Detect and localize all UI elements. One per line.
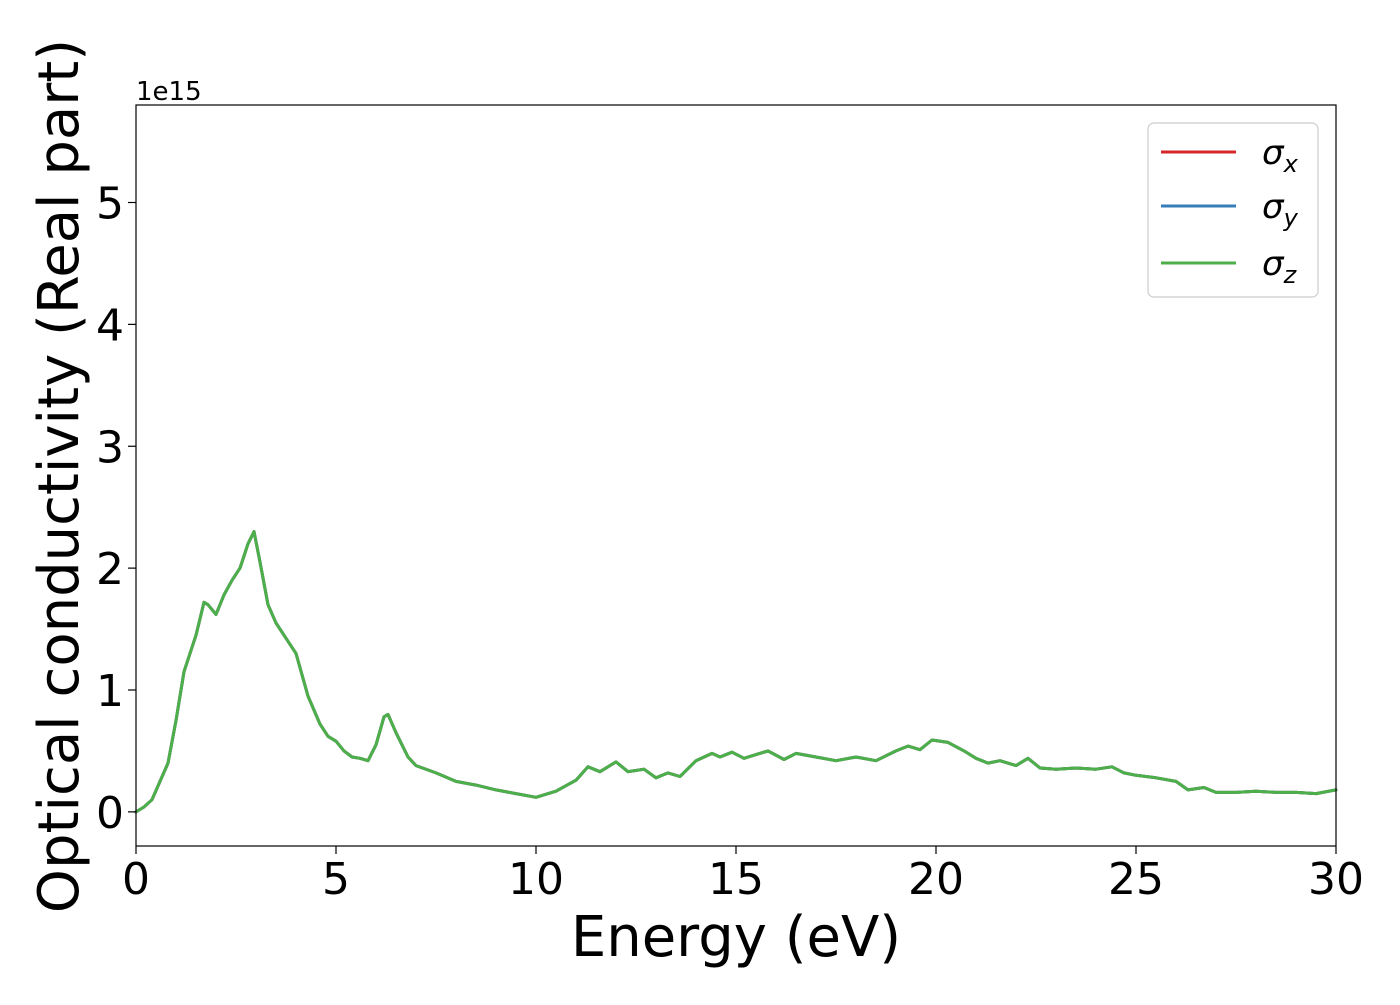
legend-label: σz <box>1262 244 1298 289</box>
x-tick-label: 10 <box>508 854 564 905</box>
x-axis: 0 5 10 15 20 25 30 <box>122 846 1364 905</box>
y-tick-label: 0 <box>96 788 124 839</box>
x-tick-label: 15 <box>708 854 764 905</box>
x-axis-title: Energy (eV) <box>571 905 901 970</box>
series-line-0 <box>134 530 1338 814</box>
legend-subscript: x <box>1283 150 1299 178</box>
y-offset-label: 1e15 <box>136 77 202 107</box>
legend-symbol: σ <box>1262 244 1285 284</box>
y-tick-label: 3 <box>96 422 124 473</box>
series-line-2 <box>134 530 1338 814</box>
x-tick-label: 5 <box>322 854 350 905</box>
y-tick-label: 2 <box>96 544 124 595</box>
x-tick-label: 25 <box>1108 854 1164 905</box>
legend-frame <box>1147 122 1319 298</box>
series-layer <box>134 530 1338 814</box>
legend-symbol: σ <box>1262 187 1285 227</box>
y-axis-title: Optical conductivity (Real part) <box>27 39 92 913</box>
x-tick-label: 30 <box>1308 854 1364 905</box>
y-axis: 0 1 2 3 4 5 <box>96 179 136 839</box>
y-tick-label: 1 <box>96 666 124 717</box>
x-tick-label: 20 <box>908 854 964 905</box>
legend-subscript: y <box>1283 204 1299 232</box>
y-tick-label: 5 <box>96 179 124 230</box>
legend-subscript: z <box>1283 261 1298 289</box>
legend-label: σx <box>1262 133 1299 178</box>
series-line-1 <box>134 530 1338 814</box>
legend-label: σy <box>1262 187 1299 232</box>
x-tick-label: 0 <box>122 854 150 905</box>
y-tick-label: 4 <box>96 300 124 351</box>
legend-symbol: σ <box>1262 133 1285 173</box>
